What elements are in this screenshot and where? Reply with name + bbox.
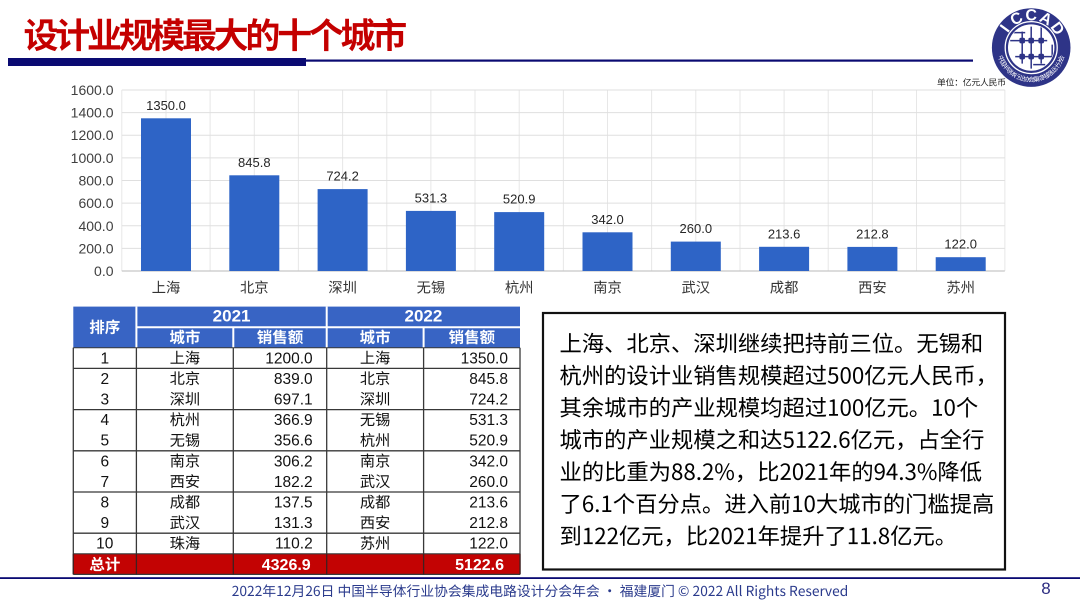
svg-text:2022: 2022: [404, 307, 442, 326]
svg-text:131.3: 131.3: [274, 515, 313, 532]
svg-text:213.6: 213.6: [768, 226, 801, 241]
svg-text:1350.0: 1350.0: [461, 350, 509, 367]
svg-text:342.0: 342.0: [591, 212, 624, 227]
svg-text:6: 6: [100, 453, 109, 470]
svg-text:356.6: 356.6: [274, 433, 313, 450]
svg-text:200.0: 200.0: [78, 240, 113, 256]
svg-text:8: 8: [1041, 579, 1050, 598]
svg-text:531.3: 531.3: [469, 412, 508, 429]
svg-text:4: 4: [100, 412, 109, 429]
svg-text:1200.0: 1200.0: [71, 127, 114, 143]
svg-text:342.0: 342.0: [469, 453, 508, 470]
svg-text:1400.0: 1400.0: [71, 105, 114, 121]
svg-text:845.8: 845.8: [469, 371, 508, 388]
svg-text:1200.0: 1200.0: [265, 350, 313, 367]
svg-text:212.8: 212.8: [856, 226, 889, 241]
svg-text:845.8: 845.8: [238, 155, 271, 170]
svg-text:400.0: 400.0: [78, 218, 113, 234]
svg-text:800.0: 800.0: [78, 173, 113, 189]
svg-text:122.0: 122.0: [469, 536, 508, 553]
svg-text:1350.0: 1350.0: [146, 98, 186, 113]
svg-text:4326.9: 4326.9: [262, 557, 311, 574]
svg-text:260.0: 260.0: [469, 474, 508, 491]
svg-text:306.2: 306.2: [274, 453, 313, 470]
svg-text:366.9: 366.9: [274, 412, 313, 429]
svg-text:724.2: 724.2: [326, 169, 359, 184]
svg-text:520.9: 520.9: [503, 192, 536, 207]
svg-text:0.0: 0.0: [94, 263, 114, 279]
svg-text:520.9: 520.9: [469, 433, 508, 450]
svg-text:137.5: 137.5: [274, 495, 313, 512]
svg-text:3: 3: [100, 392, 109, 409]
svg-text:9: 9: [100, 515, 109, 532]
svg-text:212.8: 212.8: [469, 515, 508, 532]
svg-text:839.0: 839.0: [274, 371, 313, 388]
svg-text:122.0: 122.0: [944, 237, 977, 252]
svg-text:10: 10: [96, 536, 114, 553]
svg-text:531.3: 531.3: [415, 190, 448, 205]
svg-text:1: 1: [100, 350, 109, 367]
svg-text:5122.6: 5122.6: [455, 557, 504, 574]
svg-text:1000.0: 1000.0: [71, 150, 114, 166]
svg-text:7: 7: [100, 474, 109, 491]
svg-text:1600.0: 1600.0: [71, 82, 114, 98]
svg-text:5: 5: [100, 433, 109, 450]
svg-text:8: 8: [100, 495, 109, 512]
svg-text:600.0: 600.0: [78, 195, 113, 211]
svg-text:2: 2: [100, 371, 109, 388]
svg-text:213.6: 213.6: [469, 495, 508, 512]
svg-text:697.1: 697.1: [274, 392, 313, 409]
svg-text:182.2: 182.2: [274, 474, 313, 491]
svg-text:724.2: 724.2: [469, 392, 508, 409]
svg-text:2021: 2021: [213, 307, 251, 326]
svg-text:260.0: 260.0: [680, 221, 713, 236]
svg-text:110.2: 110.2: [275, 536, 313, 553]
